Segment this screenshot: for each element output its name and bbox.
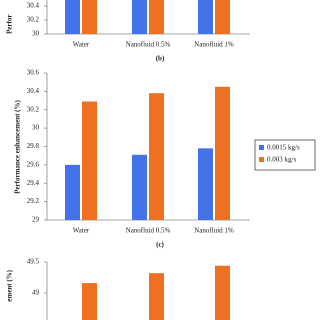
y-tick-label: 29.2 — [27, 197, 40, 205]
legend-label: 0.003 kg/s — [267, 156, 296, 164]
bar — [82, 283, 97, 320]
x-tick-label: Nanofluid 0.5% — [126, 227, 171, 235]
bar — [215, 0, 230, 34]
caption: (b) — [156, 55, 165, 63]
bar — [82, 0, 97, 34]
y-tick-label: 30.2 — [27, 16, 40, 24]
y-axis-label: Perfor — [6, 15, 14, 34]
y-tick-label: 30.6 — [27, 69, 40, 77]
y-tick-label: 29.8 — [27, 142, 40, 150]
y-tick-label: 29.4 — [27, 179, 40, 187]
x-tick-label: Water — [73, 227, 90, 235]
bar — [65, 0, 80, 34]
bar — [149, 0, 164, 34]
legend-label: 0.0015 kg/s — [267, 144, 300, 152]
x-tick-label: Water — [73, 41, 90, 49]
x-tick-label: Nanofluid 1% — [194, 41, 234, 49]
y-tick-label: 30 — [32, 30, 40, 38]
y-tick-label: 49 — [32, 289, 40, 297]
bar — [215, 86, 230, 220]
bar — [65, 164, 80, 220]
bar — [132, 154, 147, 220]
bar — [149, 273, 164, 320]
legend-swatch — [259, 145, 264, 150]
y-tick-label: 49.5 — [27, 258, 40, 266]
legend-box — [254, 139, 316, 171]
bar — [132, 0, 147, 34]
y-axis-label: Performance enhancement (%) — [14, 99, 22, 193]
y-tick-label: 30.4 — [27, 2, 40, 10]
bar — [149, 93, 164, 220]
y-axis-label: ement (%) — [6, 269, 14, 301]
bar — [82, 101, 97, 220]
bar — [198, 148, 213, 220]
caption: (c) — [156, 241, 164, 249]
bar — [198, 0, 213, 34]
x-tick-label: Nanofluid 0.5% — [126, 41, 171, 49]
y-tick-label: 29.6 — [27, 160, 40, 168]
y-tick-label: 30.4 — [27, 87, 40, 95]
y-tick-label: 29 — [32, 216, 40, 224]
y-tick-label: 30 — [32, 124, 40, 132]
legend-swatch — [259, 157, 264, 162]
y-tick-label: 30.2 — [27, 105, 40, 113]
x-tick-label: Nanofluid 1% — [194, 227, 234, 235]
bar — [215, 265, 230, 320]
